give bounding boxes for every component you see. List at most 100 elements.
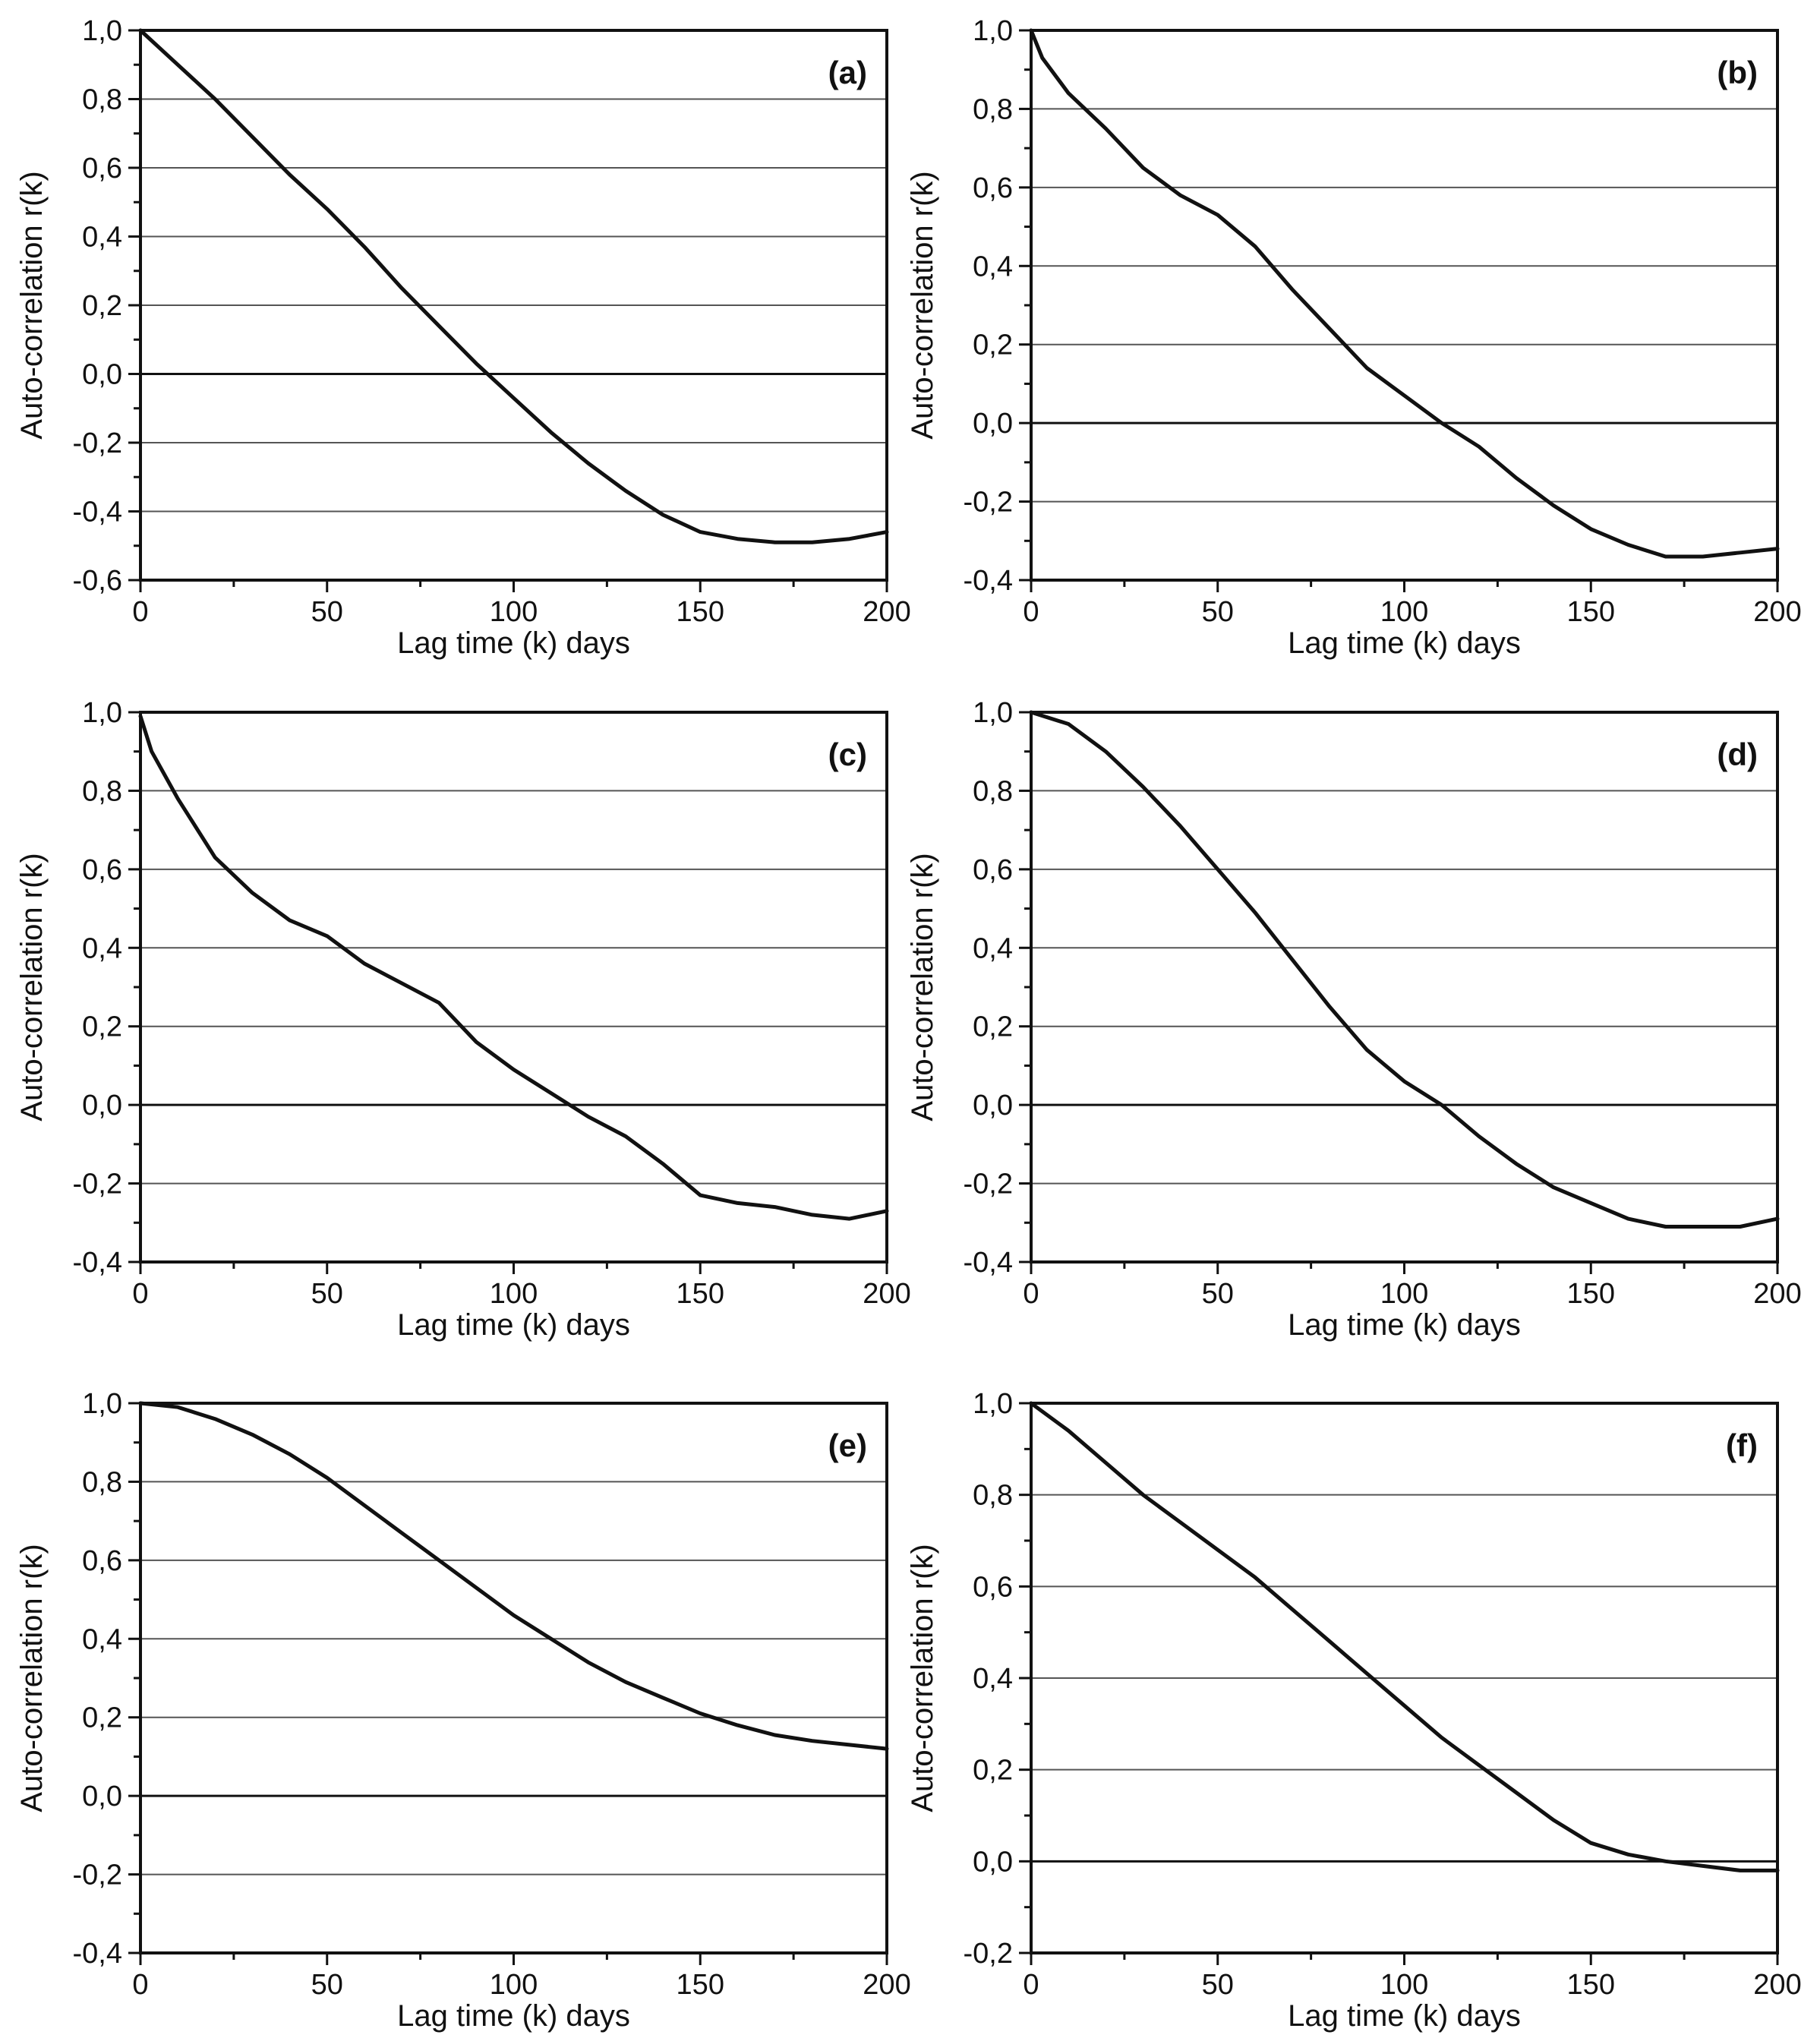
x-tick-label: 0 (1023, 1969, 1039, 2001)
y-tick-label: -0,2 (73, 427, 122, 459)
y-tick-label: 0,4 (82, 1623, 122, 1655)
x-tick-label: 50 (311, 1969, 343, 2001)
panel-label: (a) (828, 55, 867, 90)
x-tick-label: 0 (1023, 1278, 1039, 1310)
plot-frame (1030, 1402, 1779, 1954)
x-tick-label: 50 (311, 596, 343, 628)
y-tick-label: 0,0 (973, 408, 1013, 440)
y-tick-label: 0,6 (973, 1571, 1013, 1603)
y-tick-label: 0,2 (973, 1011, 1013, 1043)
x-tick-label: 150 (1567, 596, 1615, 628)
y-tick-label: -0,2 (964, 487, 1013, 519)
x-tick-label: 100 (1380, 596, 1428, 628)
y-axis-title: Auto-correlation r(k) (15, 1544, 49, 1812)
y-tick-label: 0,6 (82, 153, 122, 185)
panel-label: (f) (1726, 1428, 1758, 1463)
y-tick-label: 0,0 (82, 359, 122, 391)
y-tick-label: 0,8 (82, 775, 122, 807)
y-tick-label: -0,2 (73, 1169, 122, 1200)
y-tick-label: 0,8 (82, 1466, 122, 1498)
y-tick-label: 0,0 (82, 1090, 122, 1122)
y-tick-label: 0,8 (82, 84, 122, 116)
x-tick-label: 50 (1202, 1969, 1234, 2001)
x-axis-title: Lag time (k) days (397, 1308, 630, 1342)
y-tick-label: 0,4 (82, 222, 122, 254)
y-tick-label: -0,2 (964, 1169, 1013, 1200)
x-tick-label: 150 (677, 1278, 724, 1310)
y-tick-label: 0,6 (82, 1545, 122, 1577)
x-tick-label: 0 (1023, 596, 1039, 628)
y-tick-label: -0,4 (73, 497, 122, 528)
y-tick-label: -0,4 (964, 565, 1013, 597)
y-tick-label: 0,8 (973, 775, 1013, 807)
plot-frame (1030, 29, 1779, 582)
series-line (138, 714, 889, 1221)
panel-f: -0,2 0,0 0,2 0,4 0,6 0,8 1,0 0 50 100 150 200 (f) Lag… (906, 1388, 1802, 2033)
series-line (1029, 710, 1780, 1229)
x-tick-label: 50 (1202, 596, 1234, 628)
x-tick-label: 200 (1753, 596, 1801, 628)
x-tick-label: 200 (1753, 1969, 1801, 2001)
y-tick-label: 0,0 (82, 1781, 122, 1812)
x-tick-label: 50 (311, 1278, 343, 1310)
y-tick-label: -0,2 (73, 1860, 122, 1891)
x-tick-label: 100 (490, 1969, 538, 2001)
x-tick-label: 0 (132, 596, 148, 628)
panel-a: -0,6 -0,4 -0,2 0,0 0,2 0,4 0,6 0,8 1,0 0 50 100 150 2… (15, 15, 911, 660)
x-axis-title: Lag time (k) days (1288, 626, 1521, 660)
x-tick-label: 0 (132, 1278, 148, 1310)
panel-b: -0,4 -0,2 0,0 0,2 0,4 0,6 0,8 1,0 0 50 100 150 200 (b… (906, 15, 1802, 660)
y-tick-label: -0,4 (73, 1938, 122, 1970)
y-tick-label: -0,6 (73, 565, 122, 597)
x-tick-label: 200 (863, 1278, 910, 1310)
y-tick-label: 0,6 (973, 854, 1013, 886)
y-axis-title: Auto-correlation r(k) (906, 1544, 939, 1812)
x-axis-title: Lag time (k) days (397, 626, 630, 660)
y-tick-label: 0,0 (973, 1846, 1013, 1878)
plot-frame (1030, 711, 1779, 1263)
x-axis-title: Lag time (k) days (1288, 1999, 1521, 2033)
x-tick-label: 150 (1567, 1969, 1615, 2001)
x-axis-title: Lag time (k) days (397, 1999, 630, 2033)
panel-label: (c) (828, 737, 867, 772)
x-axis-title: Lag time (k) days (1288, 1308, 1521, 1342)
y-tick-label: 1,0 (82, 15, 122, 47)
y-tick-label: -0,4 (73, 1247, 122, 1279)
x-tick-label: 100 (490, 1278, 538, 1310)
x-tick-label: 200 (863, 596, 910, 628)
panel-e: -0,4 -0,2 0,0 0,2 0,4 0,6 0,8 1,0 0 50 100 150 200 (e… (15, 1388, 911, 2033)
y-tick-label: 1,0 (973, 697, 1013, 729)
y-tick-label: 0,8 (973, 1480, 1013, 1512)
plot-frame (139, 1402, 888, 1954)
series-line (1029, 28, 1780, 559)
y-axis-title: Auto-correlation r(k) (15, 853, 49, 1121)
y-tick-label: 0,2 (973, 330, 1013, 361)
panel-d: -0,4 -0,2 0,0 0,2 0,4 0,6 0,8 1,0 0 50 100 150 200 (d… (906, 697, 1802, 1342)
y-tick-label: 0,4 (973, 251, 1013, 282)
series-line (138, 28, 889, 544)
y-tick-label: 0,4 (973, 932, 1013, 964)
y-tick-label: 1,0 (82, 697, 122, 729)
x-tick-label: 200 (863, 1969, 910, 2001)
y-tick-label: -0,4 (964, 1247, 1013, 1279)
y-tick-label: 0,4 (82, 932, 122, 964)
y-tick-label: 1,0 (973, 1388, 1013, 1420)
x-tick-label: 100 (490, 596, 538, 628)
y-tick-label: 0,6 (82, 854, 122, 886)
y-tick-label: 0,6 (973, 172, 1013, 204)
x-tick-label: 150 (677, 1969, 724, 2001)
panel-label: (d) (1717, 737, 1758, 772)
y-tick-label: -0,2 (964, 1938, 1013, 1970)
x-tick-label: 50 (1202, 1278, 1234, 1310)
x-tick-label: 100 (1380, 1969, 1428, 2001)
x-tick-label: 200 (1753, 1278, 1801, 1310)
panel-label: (b) (1717, 55, 1758, 90)
y-tick-label: 0,2 (973, 1755, 1013, 1787)
y-tick-label: 1,0 (82, 1388, 122, 1420)
y-axis-title: Auto-correlation r(k) (906, 171, 939, 439)
y-tick-label: 0,2 (82, 1702, 122, 1734)
panel-label: (e) (828, 1428, 867, 1463)
series-line (1029, 1401, 1780, 1872)
y-tick-label: 0,2 (82, 290, 122, 322)
